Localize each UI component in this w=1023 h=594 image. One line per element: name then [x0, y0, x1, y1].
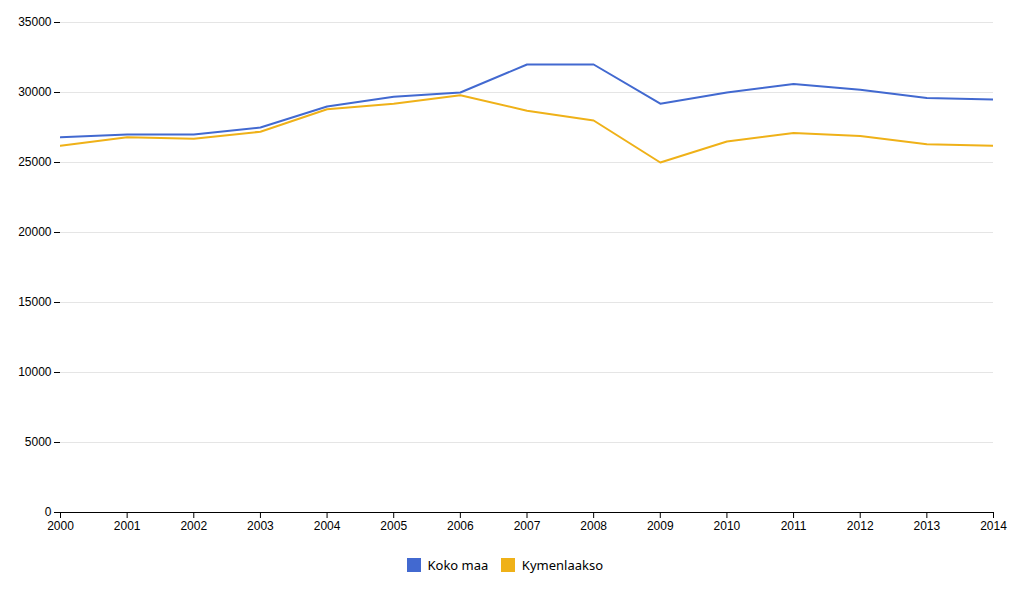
- svg-text:30000: 30000: [18, 85, 52, 99]
- svg-text:2012: 2012: [847, 519, 874, 533]
- svg-text:2003: 2003: [247, 519, 274, 533]
- svg-text:15000: 15000: [18, 295, 52, 309]
- svg-text:2005: 2005: [380, 519, 407, 533]
- svg-text:2001: 2001: [114, 519, 141, 533]
- svg-text:20000: 20000: [18, 225, 52, 239]
- svg-text:2011: 2011: [781, 519, 807, 533]
- svg-text:2009: 2009: [647, 519, 674, 533]
- svg-text:35000: 35000: [18, 15, 52, 29]
- svg-text:0: 0: [45, 505, 52, 519]
- svg-text:2010: 2010: [714, 519, 741, 533]
- html-text:Kymenlaakso: Kymenlaakso: [521, 555, 603, 574]
- svg-text:2000: 2000: [47, 519, 74, 533]
- svg-text:25000: 25000: [18, 155, 52, 169]
- svg-text:2008: 2008: [580, 519, 607, 533]
- svg-text:2004: 2004: [314, 519, 341, 533]
- svg-text:2002: 2002: [180, 519, 207, 533]
- svg-text:2006: 2006: [447, 519, 474, 533]
- svg-text:10000: 10000: [18, 365, 52, 379]
- html-text:Koko maa: Koko maa: [427, 555, 489, 574]
- svg-text:2013: 2013: [914, 519, 941, 533]
- svg-text:2007: 2007: [514, 519, 541, 533]
- svg-text:2014: 2014: [980, 519, 1007, 533]
- svg-text:5000: 5000: [25, 435, 52, 449]
